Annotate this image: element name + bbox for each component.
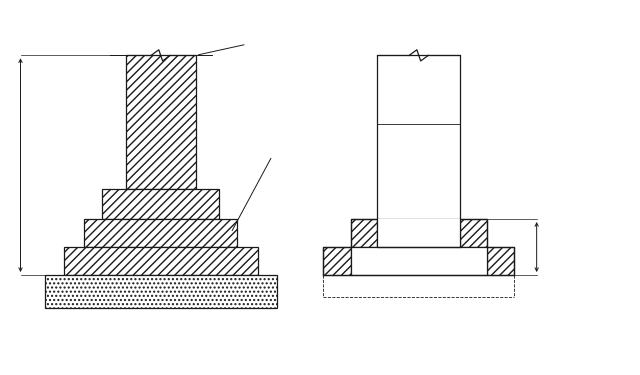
Bar [460, 219, 487, 247]
Bar [125, 56, 196, 189]
Bar [45, 275, 276, 309]
Bar [351, 247, 487, 275]
Bar [84, 219, 237, 247]
Bar [64, 247, 257, 275]
Bar [378, 219, 460, 247]
Bar [102, 189, 220, 219]
Bar [487, 247, 515, 275]
Bar [351, 219, 378, 247]
Bar [323, 247, 351, 275]
Bar [378, 56, 460, 219]
